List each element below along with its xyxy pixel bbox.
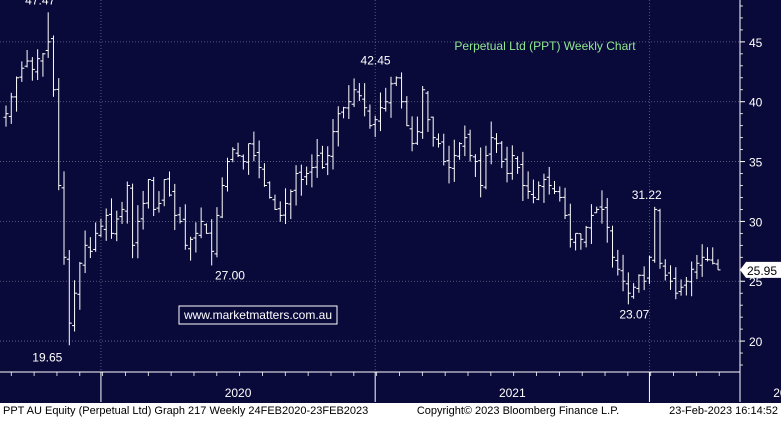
price-annotation: 31.22: [632, 188, 662, 202]
chart-title: Perpetual Ltd (PPT) Weekly Chart: [454, 39, 636, 53]
grid-lines: [0, 0, 740, 371]
price-annotation: 42.45: [361, 53, 391, 67]
price-bars: [3, 12, 721, 346]
y-tick-label: 40: [749, 96, 763, 110]
x-axis: 2020202120222023: [0, 371, 781, 402]
watermark-box[interactable]: www.marketmatters.com.au: [178, 305, 338, 325]
footer-bar: PPT AU Equity (Perpetual Ltd) Graph 217 …: [0, 403, 781, 418]
watermark-link[interactable]: www.marketmatters.com.au: [183, 308, 332, 322]
footer-left: PPT AU Equity (Perpetual Ltd) Graph 217 …: [3, 405, 368, 417]
footer-background: [0, 403, 781, 418]
y-axis: 20 25 30 35 40 45 25.95: [739, 0, 781, 402]
footer-timestamp: 23-Feb-2023 16:14:52: [669, 405, 778, 417]
x-tick-label: 2020: [225, 386, 252, 400]
footer-copyright: Copyright© 2023 Bloomberg Finance L.P.: [417, 405, 619, 417]
last-price-label: 25.95: [747, 264, 777, 278]
price-annotation: 47.47: [25, 0, 55, 7]
y-tick-label: 25: [749, 275, 763, 289]
y-tick-label: 35: [749, 156, 763, 170]
annotations: 47.47 19.65 27.00 42.45 31.22 23.07: [25, 0, 662, 364]
last-price-tag: [740, 261, 781, 278]
price-annotation: 27.00: [215, 268, 245, 282]
watermark-border: [178, 305, 338, 325]
x-tick-label: 2022: [773, 386, 781, 400]
price-annotation: 19.65: [32, 350, 62, 364]
y-tick-label: 30: [749, 215, 763, 229]
y-tick-label: 20: [749, 335, 763, 349]
price-annotation: 23.07: [619, 307, 649, 321]
y-tick-label: 45: [749, 36, 763, 50]
x-tick-label: 2021: [499, 386, 526, 400]
